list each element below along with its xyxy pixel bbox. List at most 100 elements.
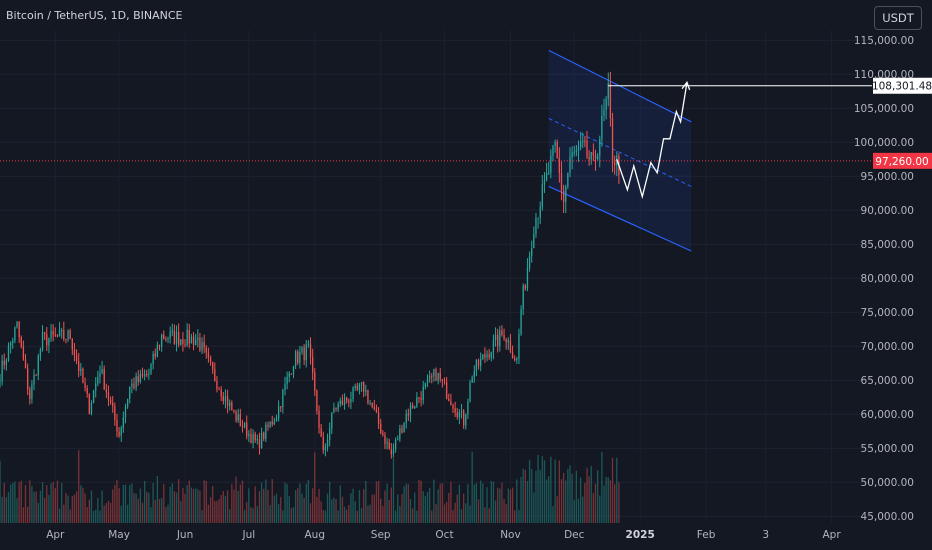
- candle-body: [124, 407, 127, 418]
- candle-body: [414, 406, 416, 409]
- candle-body: [462, 411, 465, 426]
- candle-body: [237, 414, 239, 421]
- candle-body: [501, 330, 503, 336]
- volume-bar: [448, 492, 450, 523]
- candle-body: [207, 352, 210, 358]
- candle-body: [88, 393, 90, 414]
- candle-body: [186, 329, 188, 346]
- candle-body: [82, 368, 84, 383]
- volume-bar: [354, 501, 356, 523]
- volume-bar: [424, 495, 427, 523]
- candle-body: [84, 382, 86, 389]
- y-tick-label: 95,000.00: [861, 171, 914, 183]
- candle-body: [367, 390, 369, 403]
- volume-bar: [92, 510, 95, 523]
- volume-bar: [516, 479, 518, 523]
- candle-body: [288, 373, 290, 377]
- candle-body: [303, 347, 305, 361]
- volume-bar: [611, 458, 614, 523]
- candle-body: [558, 158, 561, 173]
- volume-bar: [480, 480, 482, 523]
- candle-body: [273, 421, 276, 425]
- volume-bar: [273, 495, 276, 523]
- candle-body: [611, 118, 614, 163]
- annotations[interactable]: 97,260.00 108,301.48: [0, 77, 932, 200]
- projection-path[interactable]: [616, 82, 688, 200]
- candle-body: [263, 432, 265, 439]
- candle-body: [435, 369, 437, 381]
- volume-bar: [528, 459, 531, 523]
- volume-bar: [197, 489, 199, 523]
- volume-bar: [524, 469, 526, 523]
- volume-bar: [426, 492, 429, 523]
- candle-body: [231, 402, 233, 411]
- channel-middle-line[interactable]: [548, 117, 692, 187]
- volume-bar: [50, 483, 52, 523]
- candle-body: [286, 376, 288, 384]
- volume-bar: [318, 488, 320, 523]
- candle-body: [80, 368, 82, 371]
- candle-body: [220, 389, 222, 397]
- volume-bar: [90, 490, 93, 523]
- candle-body: [484, 354, 486, 358]
- candle-body: [1, 360, 3, 382]
- volume-bar: [120, 505, 122, 523]
- candle-body: [277, 406, 280, 419]
- candle-body: [488, 354, 490, 358]
- volume-bar: [14, 481, 16, 523]
- candle-body: [397, 439, 399, 441]
- x-tick-label: Oct: [435, 529, 453, 541]
- candle-body: [511, 352, 514, 359]
- candle-body: [439, 372, 441, 380]
- volume-bar: [352, 488, 354, 523]
- symbol-title: Bitcoin / TetherUS, 1D, BINANCE: [6, 9, 183, 22]
- candle-body: [112, 402, 114, 407]
- volume-bar: [367, 505, 369, 523]
- volume-bar: [573, 499, 575, 523]
- x-tick-label: Dec: [564, 529, 585, 541]
- candle-body: [573, 151, 575, 153]
- candle-body: [607, 83, 609, 99]
- level-label: 108,301.48: [872, 81, 932, 93]
- channel-lower-line[interactable]: [548, 185, 692, 252]
- candle-body: [37, 355, 39, 376]
- volume-bar: [558, 460, 561, 523]
- parallel-channel[interactable]: [548, 49, 692, 252]
- volume-bar: [514, 510, 516, 523]
- volume-bar: [231, 484, 233, 523]
- volume-bar: [37, 502, 39, 523]
- volume-bar: [324, 510, 327, 523]
- x-tick-label: 3: [762, 529, 769, 541]
- volume-bar: [146, 491, 148, 523]
- volume-bar: [39, 490, 42, 523]
- volume-bar: [299, 483, 301, 523]
- candle-body: [101, 368, 103, 373]
- volume-bar: [52, 481, 54, 523]
- volume-bar: [431, 510, 433, 523]
- candle-body: [596, 155, 599, 160]
- volume-bar: [54, 487, 56, 523]
- volume-bar: [226, 490, 229, 523]
- candle-body: [256, 439, 259, 441]
- volume-bar: [531, 469, 533, 523]
- volume-bar: [348, 505, 350, 523]
- candle-body: [156, 345, 159, 357]
- candle-body: [531, 248, 533, 256]
- volume-bar: [526, 480, 529, 523]
- volume-bar: [254, 486, 256, 523]
- volume-bar: [465, 503, 467, 523]
- volume-bar: [31, 486, 33, 523]
- volume-bar: [99, 510, 101, 523]
- candle-body: [537, 217, 539, 219]
- candle-body: [326, 440, 329, 448]
- y-tick-label: 45,000.00: [861, 511, 914, 523]
- projection-arrowhead: [681, 81, 691, 91]
- volume-bar: [203, 479, 205, 523]
- volume-bar: [80, 485, 82, 523]
- y-tick-label: 70,000.00: [861, 341, 914, 353]
- volume-bar: [331, 499, 333, 523]
- candle-body: [494, 334, 497, 341]
- volume-bar: [29, 480, 31, 523]
- currency-button[interactable]: USDT: [874, 6, 922, 30]
